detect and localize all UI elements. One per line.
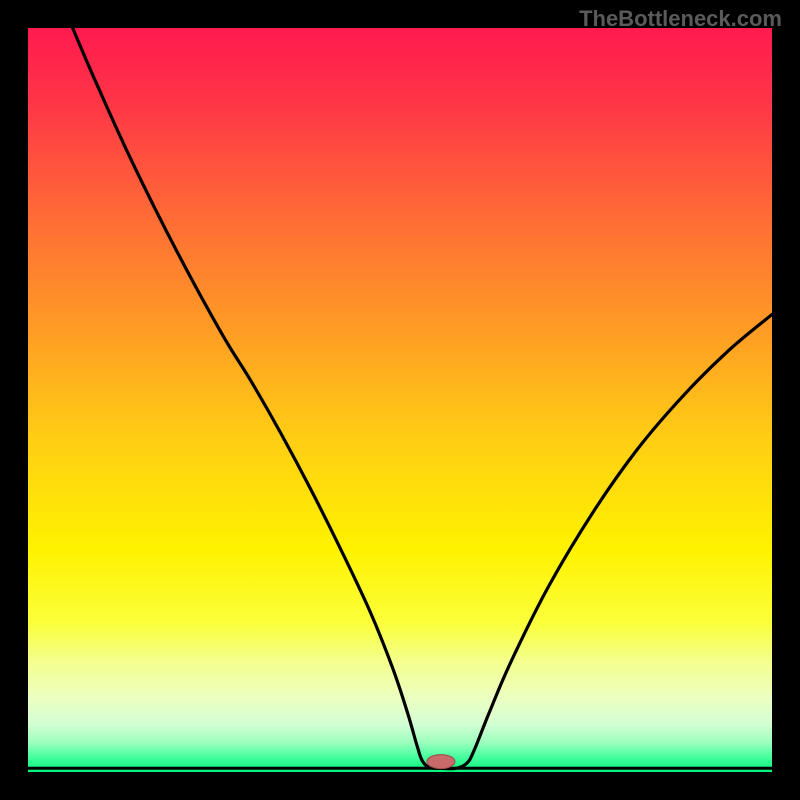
bottleneck-chart-svg [28,28,772,772]
attribution-label: TheBottleneck.com [579,6,782,32]
minimum-marker [427,755,455,769]
chart-container: TheBottleneck.com [0,0,800,800]
plot-area [28,28,772,772]
chart-background [28,28,772,772]
